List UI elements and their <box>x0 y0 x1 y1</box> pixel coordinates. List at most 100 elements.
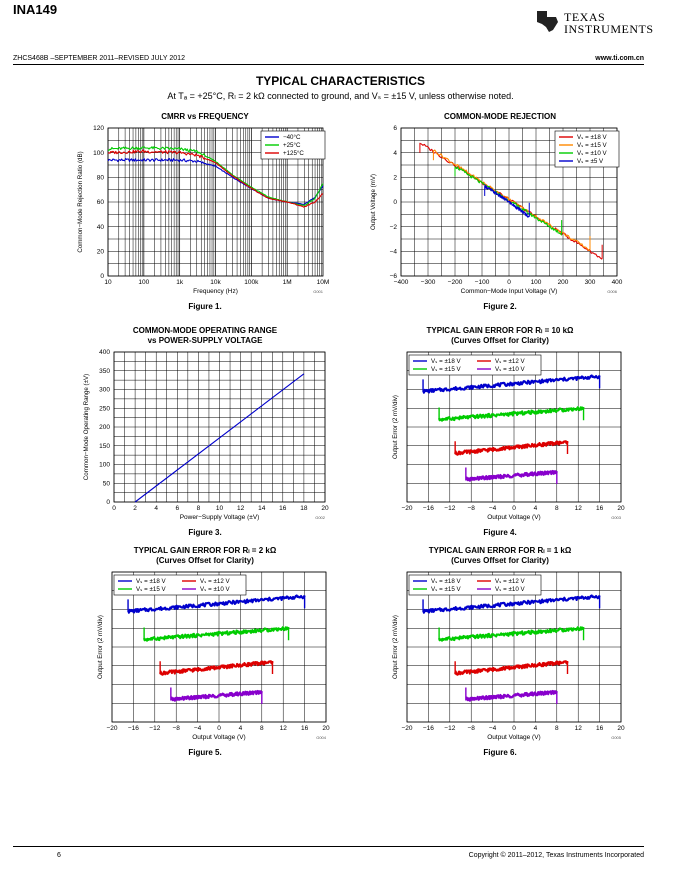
figure-code: G003 <box>611 515 622 520</box>
x-tick-label: −20 <box>401 725 412 732</box>
x-tick-label: 12 <box>280 725 288 732</box>
x-tick-label: −8 <box>467 505 475 512</box>
chart-subtitle: (Curves Offset for Clarity) <box>451 556 549 565</box>
x-tick-label: 300 <box>585 279 596 286</box>
chart-gain-error-10k: TYPICAL GAIN ERROR FOR Rₗ = 10 kΩ (Curves… <box>355 326 645 538</box>
legend-label: Vₛ = ±10 V <box>495 366 525 373</box>
legend-label: Vₛ = ±12 V <box>495 358 525 365</box>
plot-frame <box>111 571 327 723</box>
x-tick-label: 12 <box>575 505 583 512</box>
chart-svg: −20 −16 −12 −8 −4 0 4 8 12 16 20 Output Voltage (V)… <box>392 571 625 741</box>
series-line-0 <box>127 594 306 614</box>
legend: Vₛ = ±18 V Vₛ = ±12 V Vₛ = ±15 V Vₛ = ±10 V <box>408 354 542 376</box>
y-axis-label: Common−Mode Operating Range (±V) <box>83 374 90 480</box>
x-tick-label: 4 <box>154 505 158 512</box>
x-tick-label: 100 <box>138 279 149 286</box>
x-axis-label: Output Voltage (V) <box>192 734 245 741</box>
x-axis-label: Output Voltage (V) <box>487 514 540 521</box>
figure-code: G002 <box>315 515 326 520</box>
series-line-3 <box>465 690 558 702</box>
chart-subtitle: (Curves Offset for Clarity) <box>451 336 549 345</box>
series-line-2 <box>438 406 585 422</box>
x-tick-label: −4 <box>489 725 497 732</box>
chart-title: COMMON-MODE OPERATING RANGE <box>132 326 278 335</box>
series-line-2 <box>438 626 585 642</box>
legend: Vₛ = ±18 V Vₛ = ±12 V Vₛ = ±15 V Vₛ = ±10 V <box>113 574 247 596</box>
y-tick-label: 350 <box>99 368 110 375</box>
plot-frame <box>113 351 326 503</box>
texas-state-icon <box>537 11 558 32</box>
x-tick-label: 0 <box>112 505 116 512</box>
y-axis-label: Output Error (2 mV/div) <box>392 615 399 679</box>
x-tick-label: 6 <box>175 505 179 512</box>
series-line-0 <box>422 374 601 394</box>
plot-frame <box>400 127 618 277</box>
x-tick-label: 4 <box>534 725 538 732</box>
series-line-1 <box>454 660 569 676</box>
x-tick-label: 10M <box>317 279 330 286</box>
chart-svg: −20 −16 −12 −8 −4 0 4 8 12 16 20 Output Voltage (V)… <box>392 351 625 521</box>
legend-label: Vₛ = ±15 V <box>431 366 461 373</box>
legend-label: Vₛ = ±18 V <box>431 358 461 365</box>
x-axis-label: Frequency (Hz) <box>193 288 238 295</box>
x-tick-label: 16 <box>596 725 604 732</box>
legend-label: Vₛ = ±12 V <box>200 578 230 585</box>
figure-code: G005 <box>611 735 622 740</box>
x-tick-label: 400 <box>612 279 623 286</box>
legend-box <box>408 354 542 376</box>
plot-frame <box>406 571 622 723</box>
x-axis-label: Common−Mode Input Voltage (V) <box>461 288 558 295</box>
chart-gain-error-2k: TYPICAL GAIN ERROR FOR Rₗ = 2 kΩ (Curves … <box>60 546 350 758</box>
y-tick-label: −6 <box>390 273 398 280</box>
site-url[interactable]: www.ti.com.cn <box>595 55 644 62</box>
legend: −40°C+25°C+125°C <box>260 130 326 160</box>
figure-caption: Figure 1. <box>188 302 222 311</box>
x-tick-label: 2 <box>133 505 137 512</box>
y-axis-label: Common−Mode Rejection Ratio (dB) <box>77 151 84 252</box>
legend-label: +25°C <box>283 142 301 149</box>
document-id: ZHCS468B –SEPTEMBER 2011–REVISED JULY 20… <box>13 55 185 62</box>
x-tick-label: 8 <box>197 505 201 512</box>
y-tick-label: 0 <box>393 199 397 206</box>
chart-title: CMRR vs FREQUENCY <box>161 112 249 121</box>
legend-label: Vₛ = ±10 V <box>495 586 525 593</box>
x-tick-label: −8 <box>467 725 475 732</box>
x-tick-label: 8 <box>555 725 559 732</box>
plot-frame <box>107 127 324 277</box>
plot-frame <box>406 351 622 503</box>
y-tick-label: 50 <box>103 480 111 487</box>
grid <box>113 351 326 503</box>
x-tick-label: 1k <box>176 279 184 286</box>
x-tick-label: 16 <box>279 505 287 512</box>
x-tick-label: 200 <box>558 279 569 286</box>
x-tick-label: 14 <box>258 505 266 512</box>
x-tick-label: 0 <box>217 725 221 732</box>
series-line-0 <box>422 594 601 614</box>
y-tick-label: 0 <box>100 273 104 280</box>
y-axis-label: Output Error (2 mV/div) <box>97 615 104 679</box>
x-tick-label: 1M <box>283 279 292 286</box>
series-line-3 <box>484 184 530 218</box>
series-line-3 <box>465 470 558 482</box>
x-tick-label: −12 <box>149 725 160 732</box>
y-tick-label: 2 <box>393 175 397 182</box>
brand-line-2: INSTRUMENTS <box>564 22 654 36</box>
x-tick-label: −16 <box>423 725 434 732</box>
legend-label: −40°C <box>283 134 301 141</box>
x-tick-label: 16 <box>301 725 309 732</box>
y-tick-label: 4 <box>393 150 397 157</box>
footer-rule <box>13 846 644 847</box>
x-tick-label: 8 <box>555 505 559 512</box>
x-tick-label: −8 <box>172 725 180 732</box>
chart-svg: 10 100 1k 10k 100k 1M 10M 0 20 40 60 80 100 120 Freque… <box>77 125 330 295</box>
legend-label: Vₛ = ±5 V <box>577 158 604 165</box>
x-tick-label: −20 <box>106 725 117 732</box>
x-tick-label: 10k <box>210 279 221 286</box>
brand-line-1: TEXAS <box>564 10 606 24</box>
y-tick-label: 250 <box>99 405 110 412</box>
x-tick-label: −12 <box>444 725 455 732</box>
chart-common-mode-rejection: COMMON-MODE REJECTION −400 −300 −200 −100 0 10… <box>355 112 645 317</box>
legend-label: Vₛ = ±15 V <box>136 586 166 593</box>
y-tick-label: 100 <box>99 462 110 469</box>
figure-code: G006 <box>607 289 618 294</box>
